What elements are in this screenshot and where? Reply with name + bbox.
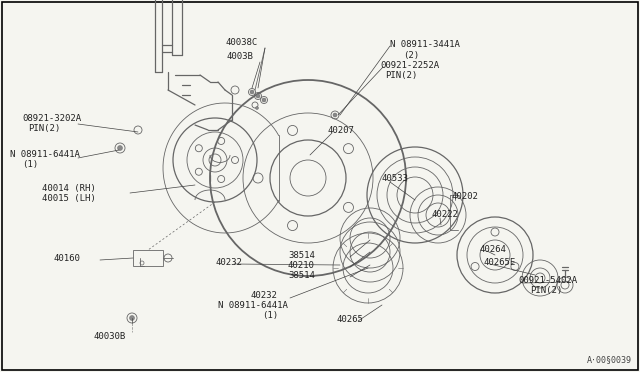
- Text: PIN(2): PIN(2): [530, 286, 563, 295]
- Circle shape: [250, 90, 254, 94]
- Text: 08921-3202A: 08921-3202A: [22, 114, 81, 123]
- Text: 40264: 40264: [480, 245, 507, 254]
- Text: 40160: 40160: [54, 254, 81, 263]
- Text: 40210: 40210: [288, 261, 315, 270]
- Text: 00921-2252A: 00921-2252A: [380, 61, 439, 70]
- Circle shape: [129, 315, 134, 321]
- Text: (1): (1): [22, 160, 38, 169]
- Text: 38514: 38514: [288, 271, 315, 280]
- Text: 40038C: 40038C: [226, 38, 258, 47]
- Bar: [133, 250, 163, 266]
- Circle shape: [333, 113, 337, 117]
- Text: 40222: 40222: [432, 210, 459, 219]
- Text: 40265: 40265: [337, 315, 364, 324]
- Text: 40232: 40232: [215, 258, 242, 267]
- Text: N 08911-6441A: N 08911-6441A: [218, 301, 288, 310]
- Text: 40202: 40202: [452, 192, 479, 201]
- Text: PIN(2): PIN(2): [28, 124, 60, 133]
- Text: 00921-5402A: 00921-5402A: [518, 276, 577, 285]
- Text: 40533: 40533: [382, 174, 409, 183]
- Circle shape: [256, 94, 260, 98]
- Text: N 08911-3441A: N 08911-3441A: [390, 40, 460, 49]
- Text: 40014 (RH): 40014 (RH): [42, 184, 96, 193]
- Text: N 08911-6441A: N 08911-6441A: [10, 150, 80, 159]
- Circle shape: [118, 145, 122, 151]
- Circle shape: [262, 98, 266, 102]
- Text: 40030B: 40030B: [94, 332, 126, 341]
- Text: 38514: 38514: [288, 251, 315, 260]
- Text: 40265E: 40265E: [484, 258, 516, 267]
- Text: PIN(2): PIN(2): [385, 71, 417, 80]
- Text: (1): (1): [262, 311, 278, 320]
- Circle shape: [255, 106, 259, 109]
- Text: (2): (2): [403, 51, 419, 60]
- Text: 40207: 40207: [327, 126, 354, 135]
- Text: A·00§0039: A·00§0039: [587, 355, 632, 364]
- Text: 40232: 40232: [251, 291, 277, 300]
- Text: 40015 (LH): 40015 (LH): [42, 194, 96, 203]
- Text: 4003B: 4003B: [227, 52, 253, 61]
